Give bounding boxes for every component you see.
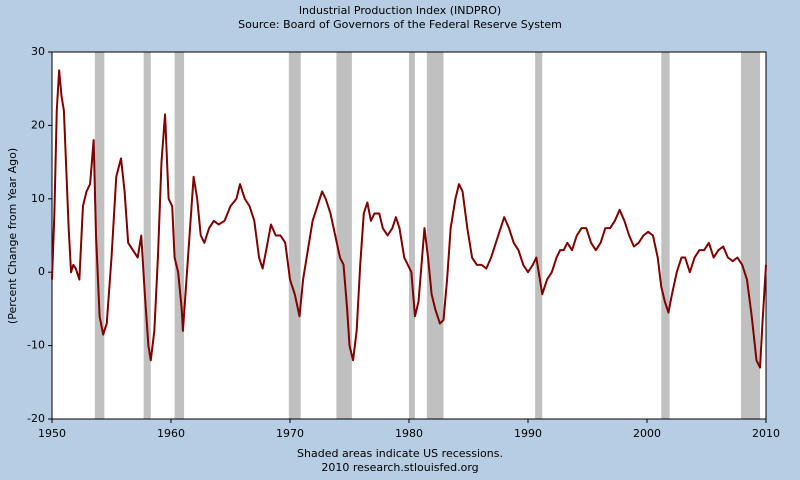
y-tick-label: -10 — [27, 339, 45, 352]
x-tick-label: 2010 — [752, 427, 780, 440]
recession-band — [143, 52, 151, 419]
annotation: Shaded areas indicate US recessions. — [297, 447, 503, 460]
y-tick-label: 30 — [31, 45, 45, 58]
data-line — [51, 69, 767, 369]
y-tick-label: -20 — [27, 412, 45, 425]
y-axis-label: (Percent Change from Year Ago) — [6, 148, 19, 324]
recession-band — [409, 52, 415, 419]
x-tick-label: 1970 — [276, 427, 304, 440]
recession-band — [535, 52, 543, 419]
recession-band — [741, 52, 761, 419]
recession-band — [174, 52, 185, 419]
recession-band — [661, 52, 670, 419]
y-tick-label: 10 — [31, 192, 45, 205]
plot-border — [51, 51, 767, 420]
x-tick-label: 1990 — [514, 427, 542, 440]
x-tick-label: 1950 — [38, 427, 66, 440]
chart-title: Industrial Production Index (INDPRO) — [299, 4, 501, 17]
annotation: 2010 research.stlouisfed.org — [321, 461, 478, 474]
x-tick-label: 1980 — [395, 427, 423, 440]
chart-subtitle: Source: Board of Governors of the Federa… — [238, 18, 562, 31]
recession-band — [336, 52, 352, 419]
y-tick-label: 20 — [31, 118, 45, 131]
x-tick-label: 2000 — [633, 427, 661, 440]
recession-band — [288, 52, 301, 419]
recession-band — [94, 52, 105, 419]
x-tick-label: 1960 — [157, 427, 185, 440]
y-tick-label: 0 — [38, 265, 45, 278]
recession-band — [426, 52, 444, 419]
